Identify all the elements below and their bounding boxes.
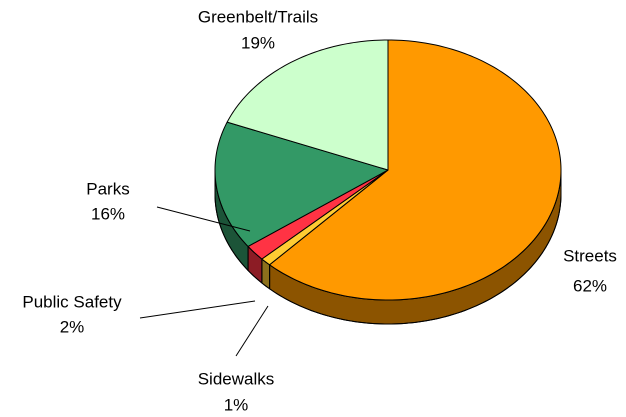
slice-label: Greenbelt/Trails	[198, 7, 318, 26]
slice	[269, 39, 562, 301]
slice-value: 62%	[573, 276, 607, 295]
slice-label: Parks	[86, 179, 129, 198]
slice	[247, 169, 389, 260]
slice	[214, 121, 389, 247]
slice-value: 19%	[241, 33, 275, 52]
leader-line	[156, 206, 251, 232]
slice-value: 2%	[60, 317, 85, 336]
slice	[226, 39, 389, 171]
leader-line	[139, 300, 256, 319]
slice-value: 16%	[91, 204, 125, 223]
slice-label: Streets	[563, 246, 617, 265]
slice-label: Public Safety	[22, 292, 122, 311]
leader-line	[235, 305, 269, 357]
slice-value: 1%	[224, 395, 249, 414]
slice-label: Sidewalks	[198, 369, 275, 388]
